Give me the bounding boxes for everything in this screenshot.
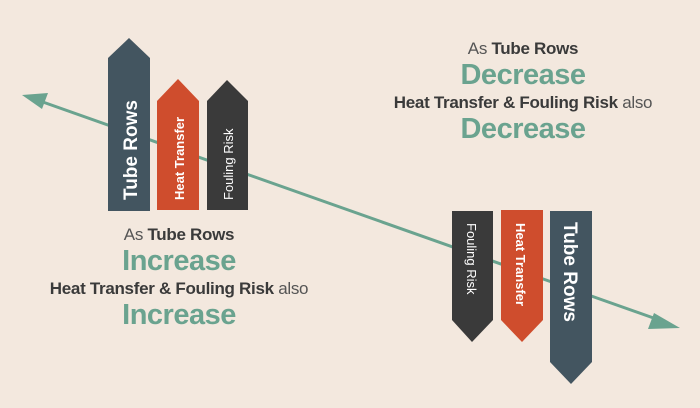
caption-verb-2: Increase	[122, 299, 236, 331]
decrease-caption: As Tube Rows Decrease Heat Transfer & Fo…	[393, 39, 653, 145]
caption-objects: Heat Transfer & Fouling Risk	[49, 279, 274, 298]
up-arrow-tube-rows	[108, 38, 150, 211]
increase-caption: As Tube Rows Increase Heat Transfer & Fo…	[49, 225, 309, 331]
caption-verb: Decrease	[460, 59, 586, 91]
arrowhead-left-icon	[22, 93, 48, 109]
up-label-heat-transfer: Heat Transfer	[172, 117, 187, 200]
down-arrow-tube-rows	[550, 211, 592, 384]
caption-verb: Increase	[122, 245, 236, 277]
caption-subject: Tube Rows	[491, 39, 579, 58]
caption-prefix: As	[467, 39, 488, 58]
caption-objects: Heat Transfer & Fouling Risk	[393, 93, 618, 112]
down-arrow-heat-transfer	[501, 210, 543, 342]
caption-verb-2: Decrease	[460, 113, 586, 145]
down-label-fouling-risk: Fouling Risk	[464, 223, 479, 295]
caption-suffix: also	[622, 93, 653, 112]
caption-suffix: also	[278, 279, 309, 298]
down-arrow-fouling-risk	[452, 211, 493, 342]
caption-subject: Tube Rows	[147, 225, 235, 244]
up-label-tube-rows: Tube Rows	[121, 100, 142, 200]
up-arrow-fouling-risk	[207, 80, 248, 210]
caption-prefix: As	[123, 225, 144, 244]
up-label-fouling-risk: Fouling Risk	[221, 128, 236, 200]
down-label-tube-rows: Tube Rows	[559, 222, 580, 322]
up-arrow-heat-transfer	[157, 79, 199, 210]
arrowhead-right-icon	[648, 313, 680, 329]
down-label-heat-transfer: Heat Transfer	[513, 223, 528, 306]
